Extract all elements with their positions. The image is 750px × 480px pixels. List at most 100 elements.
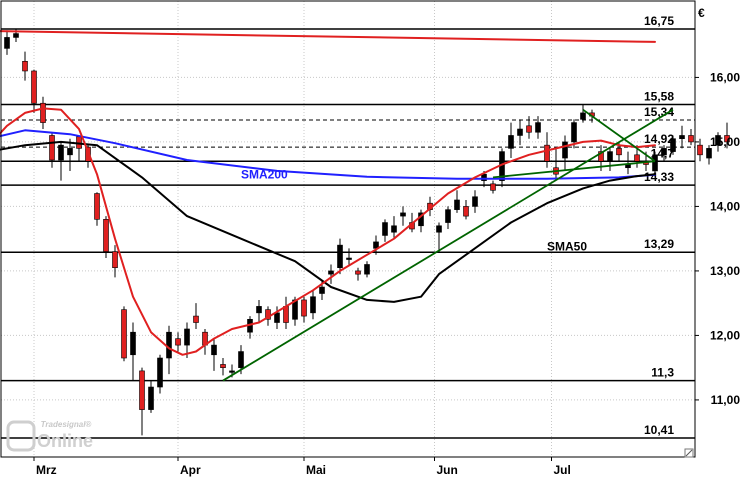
candle-up (400, 212, 406, 217)
x-tick-label: Mai (306, 463, 326, 477)
candle-up (445, 209, 451, 223)
candle-down (463, 206, 469, 217)
trendlines (222, 108, 674, 382)
candle-up (319, 286, 325, 294)
candle-down (697, 144, 703, 156)
y-tick-label: 13,00 (710, 264, 740, 278)
x-tick-label: Mrz (36, 463, 57, 477)
candle-up (670, 138, 676, 152)
trendline (492, 160, 656, 179)
y-tick-label: 11,00 (711, 393, 741, 407)
candle-up (310, 296, 316, 314)
candle-down (265, 309, 271, 320)
candle-up (715, 135, 721, 146)
candle-up (517, 128, 523, 136)
level-lines: 16,7515,5815,3414,9214,714,3313,2911,310… (1, 14, 695, 439)
x-tick-label: Apr (180, 463, 201, 477)
level-label: 11,3 (651, 366, 674, 380)
x-tick-label: Jul (554, 463, 571, 477)
level-label: 15,58 (644, 90, 674, 104)
candle-up (391, 225, 397, 233)
candle-down (598, 151, 604, 162)
candle-up (67, 148, 73, 156)
candle-down (634, 154, 640, 162)
candle-up (382, 222, 388, 236)
level-label: 14,33 (644, 170, 674, 184)
level-label: 15,34 (644, 105, 674, 119)
y-tick-label: 12,00 (710, 328, 740, 342)
x-tick-label: Jun (437, 463, 458, 477)
candle-up (256, 306, 262, 314)
candle-up (130, 331, 136, 356)
level-label: 16,75 (644, 14, 674, 28)
sma200-line (0, 129, 656, 180)
candle-up (652, 154, 658, 172)
candle-down (31, 70, 37, 104)
sma50-line (0, 140, 656, 303)
candle-up (337, 244, 343, 269)
candle-up (13, 33, 19, 38)
candle-down (490, 183, 496, 191)
candle-down (193, 315, 199, 323)
candle-up (184, 328, 190, 346)
candle-up (580, 112, 586, 120)
candle-up (508, 135, 514, 149)
candle-down (688, 135, 694, 143)
candle-down (121, 309, 127, 359)
candle-down (175, 338, 181, 346)
candle-down (103, 219, 109, 252)
candle-up (58, 144, 64, 161)
level-label: 14,92 (644, 132, 674, 146)
indicator-lines (0, 30, 656, 356)
series-annotation: SMA200 (241, 168, 288, 182)
candle-up (238, 351, 244, 368)
indicator-line (0, 107, 656, 356)
candle-down (22, 60, 28, 72)
plot-frame (0, 0, 696, 458)
candle-down (301, 299, 307, 317)
candle-up (436, 225, 442, 233)
candle-up (562, 141, 568, 159)
candle-down (220, 364, 226, 368)
candle-down (724, 135, 730, 143)
resize-grip-icon[interactable] (684, 448, 694, 458)
candle-up (472, 196, 478, 207)
series-annotation: SMA50 (547, 239, 587, 253)
candle-up (364, 264, 370, 275)
candle-up (346, 257, 352, 260)
trendline (222, 108, 674, 382)
candle-up (706, 148, 712, 159)
candle-up (661, 148, 667, 156)
candle-down (94, 193, 100, 220)
indicator-line (0, 30, 656, 43)
candle-down (355, 270, 361, 275)
y-tick-label: 14,00 (710, 199, 740, 213)
candle-up (454, 199, 460, 210)
candle-up (679, 135, 685, 140)
candle-up (229, 370, 235, 373)
candle-up (166, 331, 172, 359)
candle-down (112, 251, 118, 268)
candle-down (526, 125, 532, 133)
candle-up (328, 270, 334, 275)
candle-down (616, 148, 622, 156)
candle-up (535, 122, 541, 133)
y-tick-label: 15,00 (710, 135, 740, 149)
candle-down (544, 144, 550, 162)
candle-down (139, 370, 145, 410)
candle-up (607, 151, 613, 162)
candle-up (148, 386, 154, 410)
candle-up (274, 312, 280, 323)
currency-symbol: € (698, 6, 705, 20)
candle-up (571, 122, 577, 143)
y-tick-label: 16,00 (710, 70, 740, 84)
level-label: 10,41 (644, 423, 674, 437)
level-label: 13,29 (644, 237, 674, 251)
annotations: SMA200 SMA50 (241, 168, 587, 254)
candle-up (4, 37, 10, 49)
candle-down (283, 306, 289, 323)
axes: 16,00 15,00 14,00 13,00 12,00 11,00 Mrz Apr Mai J… (33, 70, 741, 477)
candle-down (49, 135, 55, 161)
